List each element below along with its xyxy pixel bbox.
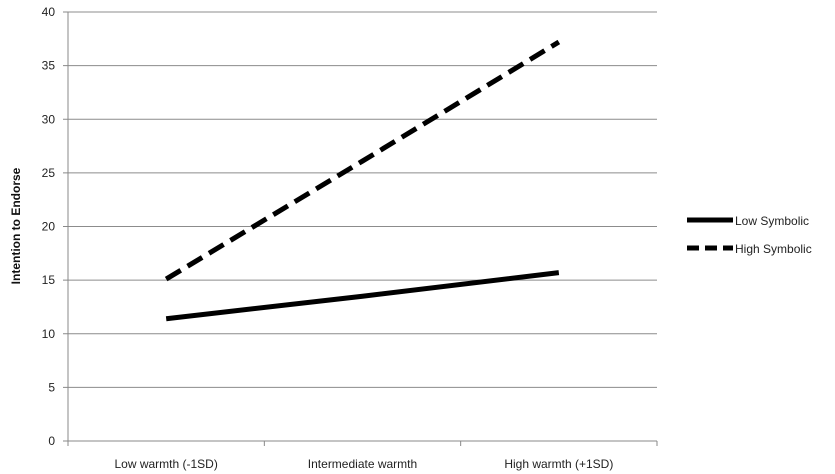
x-tick-labels: Low warmth (-1SD) Intermediate warmth High… [67,441,658,471]
y-tick-label: 25 [42,166,56,180]
x-tick-label: High warmth (+1SD) [504,457,613,471]
x-tick-label: Low warmth (-1SD) [114,457,217,471]
series-line-high-symbolic [164,39,561,282]
y-tick-label: 5 [48,380,55,394]
y-tick-label: 40 [42,5,56,19]
series-lines [164,39,561,322]
y-tick-labels: 0 5 10 15 20 25 30 35 40 [42,5,68,448]
y-tick-label: 15 [42,273,56,287]
legend-label: High Symbolic [735,242,812,256]
legend: Low Symbolic High Symbolic [687,214,812,256]
x-tick-label: Intermediate warmth [308,457,417,471]
y-tick-label: 0 [48,434,55,448]
y-tick-label: 20 [42,220,56,234]
y-tick-label: 10 [42,327,56,341]
y-tick-label: 35 [42,59,56,73]
y-axis-title: Intention to Endorse [9,167,23,284]
y-tick-label: 30 [42,112,56,126]
gridlines [68,11,657,388]
series-line-low-symbolic [165,270,560,322]
legend-label: Low Symbolic [735,214,809,228]
